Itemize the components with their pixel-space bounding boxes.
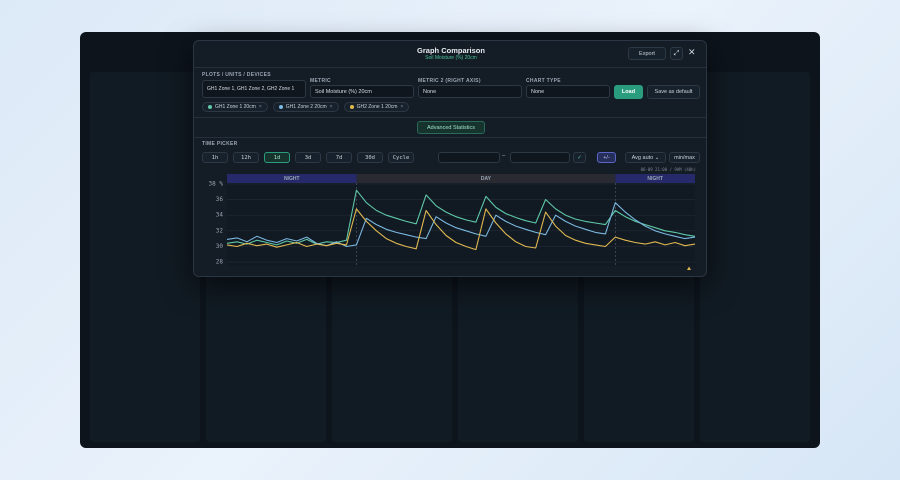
toggle-button[interactable]: +/-	[597, 152, 616, 163]
band	[227, 174, 357, 183]
range-label: Cycle	[392, 154, 410, 161]
chart: 28 30 32 34 36 38 % NIGHT DAY NIGHT	[209, 174, 696, 270]
advanced-stats-button[interactable]: Advanced Statistics	[417, 121, 485, 134]
range-button[interactable]: 3d	[295, 152, 321, 163]
export-button[interactable]: Export	[628, 47, 666, 60]
range-button[interactable]: Cycle	[388, 152, 414, 163]
range-buttons: 1h 12h 1d 3d 7d 30d Cycle	[202, 152, 414, 163]
metric-value: Soil Moisture (%) 20cm	[315, 88, 372, 95]
metric2-label: METRIC 2 (RIGHT AXIS)	[418, 78, 481, 84]
plots-value: GH1 Zone 1, GH1 Zone 2, GH2 Zone 1	[207, 86, 295, 92]
series-chip[interactable]: GH1 Zone 2 20cm ×	[272, 102, 339, 112]
range-label: 7d	[335, 154, 343, 161]
date-from[interactable]	[438, 152, 500, 163]
chip-dot	[278, 105, 283, 109]
chip-remove[interactable]: ×	[258, 104, 262, 110]
chart-type-select[interactable]: None	[526, 85, 610, 98]
modal-title: Graph Comparison	[417, 46, 485, 55]
chip-dot	[349, 105, 354, 109]
time-picker-label: TIME PICKER	[202, 141, 238, 147]
load-button[interactable]: Load	[614, 85, 643, 99]
series-chip[interactable]: GH1 Zone 1 20cm ×	[202, 102, 268, 112]
aggregate-label: Avg auto	[631, 154, 654, 161]
bg-panel	[700, 72, 810, 442]
range-label: 1h	[211, 154, 219, 161]
save-default-label: Save as default	[654, 89, 693, 95]
minmax-label: min/max	[674, 154, 695, 161]
y-tick-label: 30	[216, 243, 224, 250]
band-label: DAY	[481, 176, 492, 182]
marker-triangle	[687, 266, 691, 270]
chart-type-value: None	[531, 88, 545, 95]
plots-label: PLOTS / UNITS / DEVICES	[202, 72, 271, 78]
graph-modal: Graph Comparison Soil Moisture (%) 20cm …	[193, 40, 707, 277]
band	[356, 174, 616, 183]
aggregate-select[interactable]: Avg auto ⌄	[625, 152, 666, 163]
band	[615, 174, 695, 183]
chip-remove[interactable]: ×	[329, 104, 333, 110]
range-button[interactable]: 12h	[233, 152, 259, 163]
modal-subtitle: Soil Moisture (%) 20cm	[425, 55, 477, 61]
chip-remove[interactable]: ×	[400, 104, 404, 110]
series-chips: GH1 Zone 1 20cm × GH1 Zone 2 20cm × GH2 Zone…	[202, 102, 410, 112]
range-label: 30d	[365, 154, 375, 161]
range-button[interactable]: 7d	[326, 152, 352, 163]
divider	[194, 117, 706, 118]
advanced-stats-label: Advanced Statistics	[427, 124, 475, 131]
save-default-button[interactable]: Save as default	[647, 85, 700, 99]
band-label: NIGHT	[647, 176, 663, 182]
metric2-select[interactable]: None	[418, 85, 522, 98]
range-button[interactable]: 30d	[357, 152, 383, 163]
range-button[interactable]: 1h	[202, 152, 228, 163]
confirm-button[interactable]: ✓	[573, 152, 586, 163]
chip-dot	[208, 105, 212, 109]
series-chip[interactable]: GH2 Zone 1 20cm ×	[343, 102, 410, 112]
metric-select[interactable]: Soil Moisture (%) 20cm	[310, 85, 414, 98]
divider	[194, 137, 706, 138]
chip-label: GH1 Zone 1 20cm	[215, 104, 256, 110]
range-label: 3d	[304, 154, 312, 161]
plot-background	[227, 174, 695, 266]
confirm-label: ✓	[577, 154, 582, 161]
y-tick-label: 34	[216, 212, 224, 219]
metric-label: METRIC	[310, 78, 331, 84]
band-label: NIGHT	[284, 176, 300, 182]
close-button[interactable]: ✕	[688, 47, 696, 57]
divider	[194, 67, 706, 68]
date-separator: –	[502, 153, 506, 159]
load-label: Load	[621, 89, 636, 95]
series-line	[226, 202, 696, 248]
date-to[interactable]	[510, 152, 570, 163]
range-button[interactable]: 1d	[264, 152, 290, 163]
export-label: Export	[639, 50, 655, 57]
range-label: 1d	[273, 154, 281, 161]
expand-button[interactable]: ⤢	[670, 47, 683, 60]
metric2-value: None	[423, 88, 437, 95]
chart-type-label: CHART TYPE	[526, 78, 561, 84]
chip-label: GH2 Zone 1 20cm	[356, 104, 398, 110]
y-tick-label: 28	[216, 259, 224, 266]
minmax-button[interactable]: min/max	[669, 152, 700, 163]
range-label: 12h	[241, 154, 251, 161]
range-note: 06-09 21:00 / 9AM (40h)	[640, 167, 696, 172]
y-tick-label: 32	[216, 227, 224, 234]
y-tick-label: 36	[216, 196, 224, 203]
plots-input[interactable]: GH1 Zone 1, GH1 Zone 2, GH2 Zone 1	[202, 80, 306, 98]
y-tick-label: 38 %	[209, 180, 224, 187]
bg-panel	[90, 72, 200, 442]
toggle-label: +/-	[603, 154, 610, 161]
series-line	[226, 189, 696, 246]
chip-label: GH1 Zone 2 20cm	[285, 104, 327, 110]
series-line	[226, 208, 696, 251]
